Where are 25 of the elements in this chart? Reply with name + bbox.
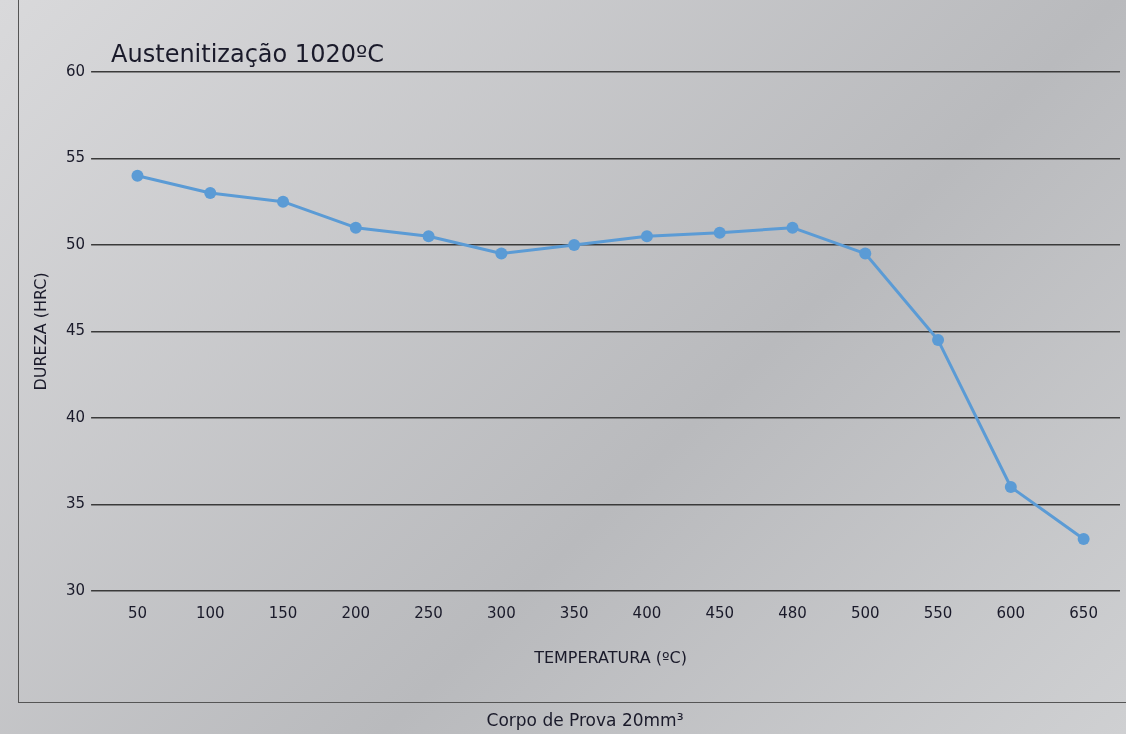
x-tick-label: 600: [996, 603, 1026, 622]
x-tick-label: 650: [1069, 603, 1098, 622]
x-tick-label: 100: [195, 603, 225, 622]
y-tick-label: 55: [65, 148, 86, 167]
y-tick-label: 35: [65, 494, 86, 513]
y-tick-label: 60: [65, 61, 86, 80]
x-tick-label: 450: [705, 603, 735, 622]
x-tick-label: 200: [341, 603, 371, 622]
y-tick-label: 50: [65, 234, 86, 253]
x-tick-label: 350: [559, 603, 589, 622]
x-tick-label: 400: [632, 603, 662, 622]
x-tick-label: 300: [487, 603, 516, 622]
x-tick-label: 250: [414, 603, 443, 622]
x-tick-label: 50: [127, 603, 148, 622]
x-tick-label: 480: [778, 603, 807, 622]
x-axis-title: TEMPERATURA (ºC): [533, 647, 687, 667]
x-tick-label: 150: [268, 603, 298, 622]
chart-title: Austenitização 1020ºC: [111, 40, 385, 68]
x-tick-label: 550: [923, 603, 953, 622]
y-tick-label: 40: [65, 407, 86, 426]
x-tick-label: 500: [850, 603, 880, 622]
text: Corpo de Prova 20mm³: [486, 710, 684, 731]
y-axis-title: DUREZA (HRC): [31, 272, 51, 391]
y-tick-label: 45: [65, 321, 86, 340]
y-tick-label: 30: [65, 580, 86, 599]
